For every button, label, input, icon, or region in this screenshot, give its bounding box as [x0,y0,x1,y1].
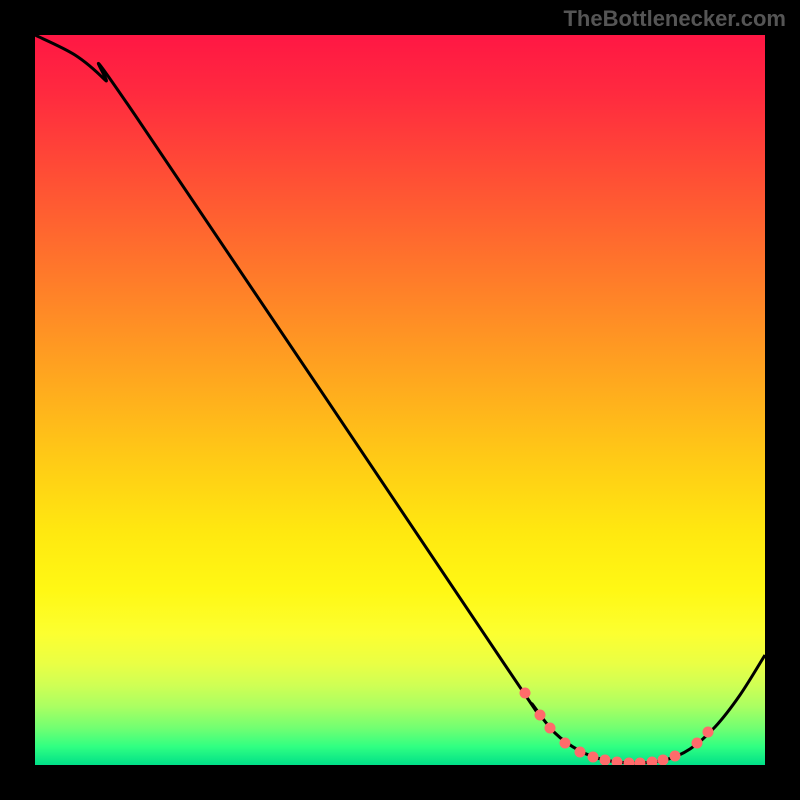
chart-plot-area [35,35,765,765]
chart-marker [545,723,556,734]
chart-background [35,35,765,765]
chart-marker [535,710,546,721]
watermark-text: TheBottlenecker.com [563,6,786,32]
chart-marker [520,688,531,699]
chart-marker [692,738,703,749]
chart-marker [560,738,571,749]
chart-marker [575,747,586,758]
chart-marker [670,751,681,762]
chart-marker [588,752,599,763]
chart-svg [35,35,765,765]
chart-marker [600,755,611,766]
chart-marker [658,755,669,766]
chart-marker [703,727,714,738]
